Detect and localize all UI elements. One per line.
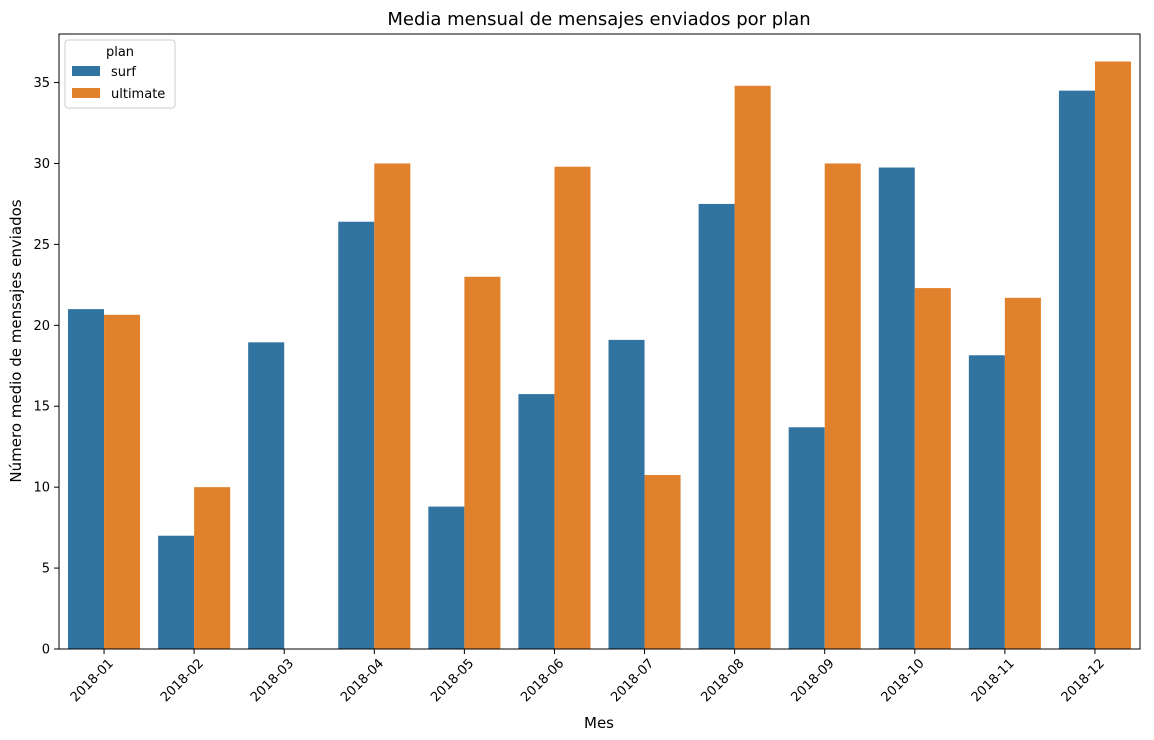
x-tick-label: 2018-09 bbox=[789, 656, 838, 705]
x-tick-label: 2018-12 bbox=[1059, 656, 1108, 705]
legend-label-ultimate: ultimate bbox=[111, 87, 165, 102]
y-tick-label: 15 bbox=[33, 400, 50, 415]
bar-surf-2018-07 bbox=[608, 339, 645, 649]
bar-ultimate-2018-08 bbox=[734, 85, 771, 650]
x-axis-ticks: 2018-01 2018-02 2018-03 2018-04 2018-05 2018-… bbox=[68, 649, 1108, 705]
x-tick-label: 2018-02 bbox=[158, 656, 207, 705]
x-tick-label: 2018-07 bbox=[608, 656, 657, 705]
bar-surf-2018-05 bbox=[428, 506, 465, 649]
x-tick-label: 2018-03 bbox=[248, 656, 297, 705]
bar-surf-2018-09 bbox=[788, 427, 825, 649]
y-tick-label: 35 bbox=[33, 76, 50, 91]
y-axis-title: Número medio de mensajes enviados bbox=[7, 199, 25, 482]
bar-ultimate-2018-07 bbox=[644, 475, 681, 649]
bar-surf-2018-01 bbox=[68, 309, 105, 649]
bar-surf-2018-06 bbox=[518, 394, 555, 649]
x-tick-label: 2018-05 bbox=[428, 656, 477, 705]
bar-surf-2018-12 bbox=[1058, 90, 1095, 649]
y-axis-ticks: 0 5 10 15 20 25 30 35 bbox=[33, 76, 59, 658]
y-tick-label: 0 bbox=[42, 643, 50, 658]
x-axis-title: Mes bbox=[584, 714, 614, 732]
legend: plan surf ultimate bbox=[64, 39, 176, 109]
bar-ultimate-2018-04 bbox=[374, 163, 411, 649]
bar-ultimate-2018-05 bbox=[464, 276, 501, 649]
y-tick-label: 25 bbox=[33, 238, 50, 253]
bar-surf-2018-10 bbox=[878, 167, 915, 649]
chart-title: Media mensual de mensajes enviados por p… bbox=[387, 9, 810, 30]
bar-ultimate-2018-02 bbox=[194, 487, 231, 649]
y-tick-label: 10 bbox=[33, 481, 50, 496]
x-tick-label: 2018-08 bbox=[698, 656, 747, 705]
bars-group bbox=[68, 61, 1131, 650]
bar-surf-2018-11 bbox=[968, 355, 1005, 649]
legend-title: plan bbox=[106, 45, 134, 60]
bar-surf-2018-08 bbox=[698, 203, 735, 649]
y-tick-label: 30 bbox=[33, 157, 50, 172]
x-tick-label: 2018-04 bbox=[338, 656, 387, 705]
legend-label-surf: surf bbox=[111, 65, 136, 80]
x-tick-label: 2018-10 bbox=[879, 656, 928, 705]
x-tick-label: 2018-06 bbox=[518, 656, 567, 705]
y-tick-label: 20 bbox=[33, 319, 50, 334]
bar-ultimate-2018-06 bbox=[554, 166, 591, 649]
bar-surf-2018-02 bbox=[158, 535, 195, 649]
bar-ultimate-2018-11 bbox=[1004, 297, 1041, 649]
y-tick-label: 5 bbox=[42, 562, 50, 577]
plot-frame bbox=[58, 33, 1141, 650]
legend-swatch-ultimate bbox=[72, 88, 100, 98]
bar-ultimate-2018-10 bbox=[914, 288, 951, 649]
bar-ultimate-2018-01 bbox=[104, 314, 141, 649]
bar-ultimate-2018-12 bbox=[1094, 61, 1131, 649]
bar-surf-2018-04 bbox=[338, 221, 375, 650]
x-tick-label: 2018-01 bbox=[68, 656, 117, 705]
bar-ultimate-2018-09 bbox=[824, 163, 861, 649]
x-tick-label: 2018-11 bbox=[969, 656, 1018, 705]
legend-swatch-surf bbox=[72, 66, 100, 76]
bar-surf-2018-03 bbox=[248, 342, 285, 649]
